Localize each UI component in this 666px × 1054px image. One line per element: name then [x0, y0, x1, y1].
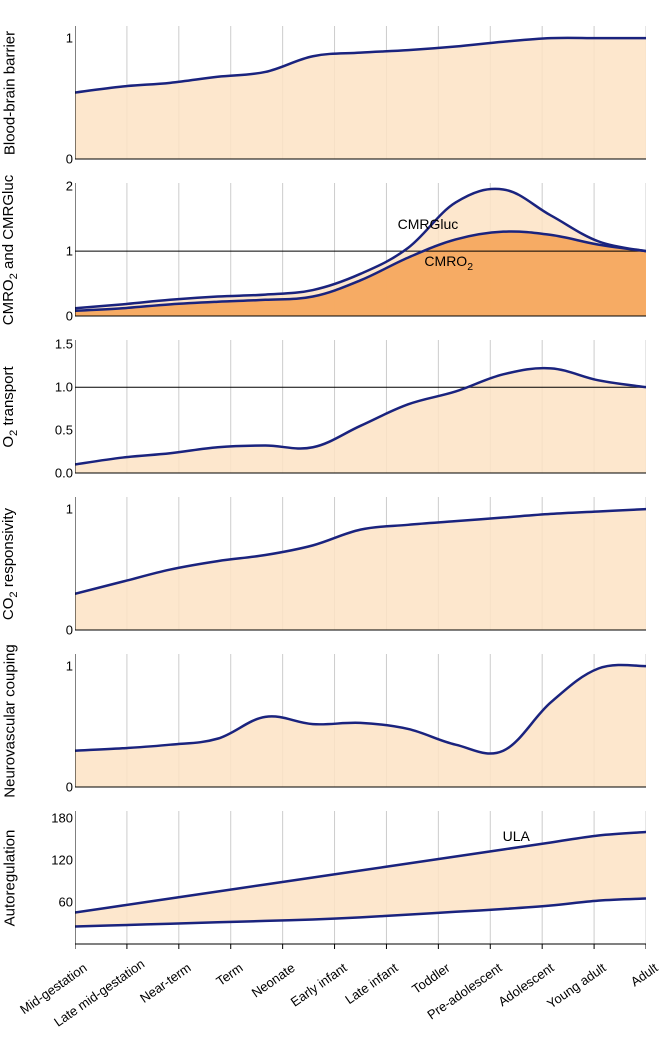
ytick: 0.0	[43, 466, 73, 481]
ytick: 0	[43, 309, 73, 324]
fill-BBB	[75, 38, 646, 159]
panel-auto: Autoregulation60120180ULALLA	[20, 805, 646, 950]
ytick: 1	[43, 659, 73, 674]
ytick: 0.5	[43, 423, 73, 438]
ytick: 1	[43, 502, 73, 517]
ytick: 1	[43, 31, 73, 46]
ytick: 1.0	[43, 380, 73, 395]
fill-NVC	[75, 665, 646, 787]
ytick: 0	[43, 623, 73, 638]
ytick: 0	[43, 152, 73, 167]
ylabel-bbb: Blood-brain barrier	[2, 30, 19, 154]
plot-area: ULA LLA	[75, 805, 646, 950]
annotation: ULA	[456, 828, 576, 844]
fill-O2transport	[75, 368, 646, 473]
plot-area	[75, 648, 646, 793]
ytick: 1	[43, 244, 73, 259]
ylabel-cmr: CMRO2 and CMRGluc	[0, 174, 20, 324]
fill-CO2resp	[75, 509, 646, 630]
panel-cmr: CMRO2 and CMRGluc012CMRGlucCMRO2	[20, 177, 646, 322]
yticks: 01	[48, 491, 73, 636]
yticks: 01	[48, 20, 73, 165]
plot-area	[75, 20, 646, 165]
xlabel: Mid-gestation	[0, 960, 90, 1030]
panel-co2: CO2 responsivity01	[20, 491, 646, 636]
ylabel-co2: CO2 responsivity	[0, 507, 20, 619]
yticks: 012	[48, 177, 73, 322]
plot-area	[75, 491, 646, 636]
developmental-physiology-figure: Blood-brain barrier01CMRO2 and CMRGluc01…	[20, 20, 646, 1034]
annotation: CMRGluc	[368, 216, 488, 232]
ytick: 180	[43, 811, 73, 826]
ylabel-nvc: Neurovascular couping	[2, 644, 19, 797]
yticks: 0.00.51.01.5	[48, 334, 73, 479]
plot-area	[75, 334, 646, 479]
panel-bbb: Blood-brain barrier01	[20, 20, 646, 165]
panel-nvc: Neurovascular couping01	[20, 648, 646, 793]
annotation: LLA	[602, 901, 646, 917]
ylabel-o2t: O2 transport	[0, 366, 20, 447]
ytick: 2	[43, 179, 73, 194]
x-axis-labels: Mid-gestationLate mid-gestationNear-term…	[75, 954, 646, 1034]
yticks: 60120180	[48, 805, 73, 950]
ytick: 60	[43, 895, 73, 910]
ylabel-auto: Autoregulation	[2, 829, 19, 926]
ytick: 0	[43, 780, 73, 795]
ytick: 1.5	[43, 337, 73, 352]
plot-area: CMRGluc CMRO2	[75, 177, 646, 322]
ytick: 120	[43, 853, 73, 868]
panel-o2t: O2 transport0.00.51.01.5	[20, 334, 646, 479]
yticks: 01	[48, 648, 73, 793]
annotation: CMRO2	[389, 253, 509, 273]
